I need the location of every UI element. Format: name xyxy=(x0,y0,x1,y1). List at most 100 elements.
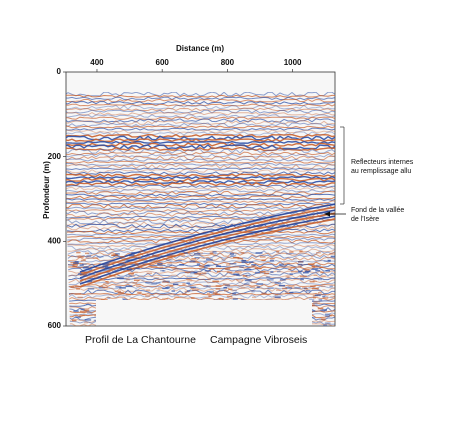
speckle xyxy=(199,272,207,275)
reflector xyxy=(66,151,335,156)
speckle xyxy=(267,287,274,289)
speckle xyxy=(206,258,213,261)
speckle xyxy=(149,258,156,261)
speckle xyxy=(122,297,126,300)
speckle xyxy=(70,286,75,288)
speckle xyxy=(71,319,77,322)
speckle xyxy=(195,273,201,275)
reflector xyxy=(66,131,335,136)
speckle xyxy=(235,270,242,273)
speckle xyxy=(241,259,247,262)
speckle xyxy=(151,282,157,285)
speckle xyxy=(313,277,319,280)
speckle xyxy=(82,263,87,265)
reflector xyxy=(66,228,335,233)
speckle xyxy=(232,292,237,295)
speckle xyxy=(108,274,116,277)
speckle xyxy=(285,287,293,289)
speckle xyxy=(314,294,321,297)
speckle xyxy=(316,252,321,254)
speckle xyxy=(146,289,150,291)
speckle xyxy=(80,271,88,274)
x-tick-label: 400 xyxy=(90,58,104,67)
speckle xyxy=(82,266,89,269)
caption: Profil de La Chantourne xyxy=(85,334,196,346)
speckle xyxy=(182,293,187,295)
reflector xyxy=(66,292,335,296)
speckle xyxy=(317,307,324,310)
speckle xyxy=(312,268,318,270)
speckle xyxy=(162,297,168,300)
speckle xyxy=(209,290,214,293)
speckle xyxy=(300,278,304,281)
speckle xyxy=(119,261,126,264)
speckle xyxy=(77,256,84,258)
speckle xyxy=(133,279,140,281)
speckle xyxy=(119,287,126,289)
reflector xyxy=(66,259,335,263)
speckle xyxy=(167,264,173,266)
speckle xyxy=(313,274,318,276)
speckle xyxy=(236,279,243,281)
speckle xyxy=(330,274,334,276)
speckle xyxy=(169,254,176,256)
speckle xyxy=(85,252,89,255)
speckle xyxy=(209,252,214,254)
speckle xyxy=(112,270,116,273)
speckle xyxy=(223,287,227,289)
speckle xyxy=(310,304,315,306)
reflector xyxy=(79,206,335,276)
speckle xyxy=(73,310,79,312)
reflector xyxy=(66,198,335,201)
speckle xyxy=(207,278,211,281)
reflector xyxy=(66,294,335,299)
speckle xyxy=(204,297,211,299)
reflector xyxy=(79,215,335,285)
speckle xyxy=(298,265,302,267)
speckle xyxy=(229,263,237,265)
speckle xyxy=(136,285,141,287)
speckle xyxy=(203,267,208,269)
speckle xyxy=(124,280,128,283)
speckle xyxy=(255,252,263,254)
speckle xyxy=(243,283,250,285)
speckle xyxy=(223,283,230,286)
speckle xyxy=(224,268,231,270)
speckle xyxy=(191,258,197,260)
speckle xyxy=(274,294,279,296)
speckle xyxy=(212,251,217,253)
speckle xyxy=(215,285,222,287)
speckle xyxy=(115,286,122,288)
speckle xyxy=(100,298,108,301)
speckle xyxy=(152,254,159,257)
speckle xyxy=(187,290,191,292)
speckle xyxy=(319,266,323,268)
speckle xyxy=(315,270,321,272)
speckle xyxy=(160,269,165,272)
speckle xyxy=(203,285,208,287)
speckle xyxy=(125,275,133,277)
reflector xyxy=(66,254,335,260)
speckle xyxy=(197,252,203,254)
reflector xyxy=(66,195,335,200)
speckle xyxy=(208,268,215,270)
speckle xyxy=(188,284,192,286)
speckle xyxy=(105,263,110,265)
reflector xyxy=(66,129,335,134)
reflector xyxy=(66,144,335,150)
speckle xyxy=(249,286,256,288)
speckle xyxy=(299,250,303,252)
speckle xyxy=(93,276,98,279)
speckle xyxy=(237,257,244,260)
speckle xyxy=(213,254,217,256)
speckle xyxy=(104,266,112,269)
speckle xyxy=(70,261,78,264)
speckle xyxy=(98,285,104,288)
reflector xyxy=(66,127,335,131)
speckle xyxy=(254,267,262,270)
speckle xyxy=(311,316,316,319)
speckle xyxy=(323,324,327,326)
speckle xyxy=(215,288,221,290)
speckle xyxy=(237,284,244,287)
